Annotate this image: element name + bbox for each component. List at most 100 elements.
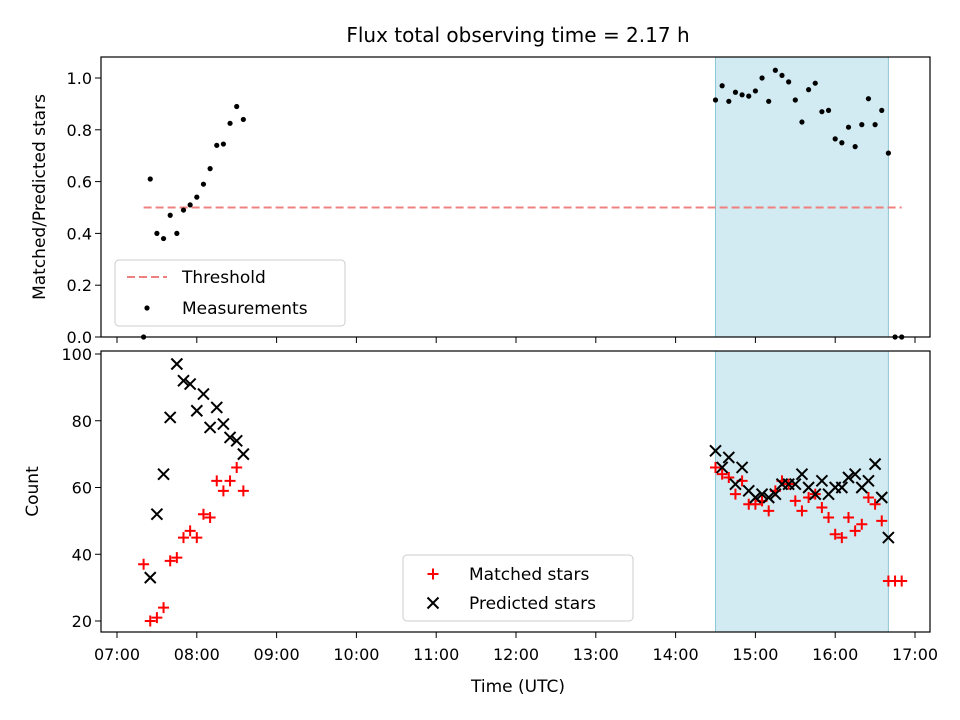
- predicted-star-point: [735, 461, 749, 474]
- matched-star-point: [158, 602, 170, 614]
- x-axis-label: Time (UTC): [470, 677, 565, 697]
- matched-star-point: [144, 615, 156, 627]
- legend-predicted-label: Predicted stars: [469, 594, 596, 614]
- matched-star-point: [723, 471, 735, 483]
- matched-star-point: [224, 475, 236, 487]
- matched-star-point: [710, 461, 721, 473]
- measurement-point: [865, 96, 872, 102]
- y-tick-label: 0.8: [67, 121, 92, 140]
- observing-shade-0: [715, 56, 889, 338]
- matched-star-point: [849, 525, 861, 537]
- matched-star-point: [178, 532, 189, 544]
- measurement-point: [214, 142, 220, 148]
- bottom-axes-frame: [100, 350, 931, 633]
- measurement-point: [147, 176, 153, 182]
- measurement-point: [872, 122, 878, 128]
- top-legend: Threshold Measurements: [114, 259, 346, 327]
- predicted-star-point: [210, 401, 223, 414]
- predicted-star-point: [868, 457, 882, 471]
- predicted-star-point: [170, 357, 184, 371]
- measurement-point: [240, 116, 246, 123]
- matched-star-point: [211, 475, 223, 487]
- bottom-panel: 20 40 60 80 100 07:00 08:00 09:00 10:00 11:00 12:0…: [23, 345, 938, 697]
- y-tick-label: 0.0: [67, 328, 92, 347]
- predicted-star-point: [842, 471, 855, 484]
- legend-predicted-swatch: [426, 596, 440, 610]
- legend-measurement-swatch: [144, 305, 150, 311]
- predicted-star-point: [749, 491, 762, 504]
- measurement-point: [160, 235, 167, 242]
- measurement-point: [207, 166, 213, 172]
- matched-star-point: [729, 488, 741, 500]
- measurement-point: [752, 88, 759, 94]
- predicted-star-point: [144, 571, 157, 584]
- matched-star-point: [231, 461, 243, 473]
- y-tick-label: 1.0: [67, 69, 92, 88]
- x-tick-label: 17:00: [892, 645, 938, 664]
- x-tick-label: 07:00: [94, 645, 140, 664]
- measurement-point: [819, 109, 825, 115]
- measurement-point: [732, 89, 739, 95]
- measurement-point: [167, 212, 173, 218]
- predicted-star-point: [862, 474, 875, 488]
- predicted-star-point: [709, 444, 722, 457]
- x-tick-label: 10:00: [333, 645, 379, 664]
- matched-star-point: [876, 515, 888, 527]
- measurement-point: [234, 103, 240, 110]
- matched-star-point: [856, 518, 868, 530]
- measurement-point: [825, 107, 832, 113]
- matched-star-point: [197, 508, 209, 520]
- y-tick-label: 0.2: [67, 276, 92, 295]
- measurement-point: [839, 140, 845, 146]
- y-tick-label: 40: [72, 545, 92, 564]
- predicted-star-point: [722, 451, 736, 464]
- observing-shade-1: [715, 350, 889, 633]
- predicted-star-point: [815, 474, 829, 488]
- matched-star-point: [829, 528, 841, 540]
- predicted-star-point: [163, 411, 177, 424]
- measurement-point: [719, 83, 725, 89]
- x-tick-label: 16:00: [812, 645, 858, 664]
- measurement-point: [792, 97, 798, 103]
- predicted-star-point: [150, 507, 164, 521]
- matched-star-point: [171, 552, 183, 564]
- matched-star-point: [191, 532, 203, 544]
- measurement-point: [799, 119, 805, 125]
- matched-star-point: [164, 555, 176, 567]
- y-tick-label: 0.6: [67, 173, 92, 192]
- measurement-point: [772, 67, 778, 73]
- measurement-point: [220, 141, 226, 147]
- matched-star-point: [836, 532, 848, 544]
- measurement-point: [885, 150, 892, 156]
- measurement-point: [194, 194, 200, 200]
- predicted-star-point: [875, 491, 888, 504]
- measurement-point: [812, 80, 818, 86]
- matched-star-point: [789, 495, 801, 507]
- measurement-point: [779, 72, 785, 79]
- y-axis-label: Count: [23, 466, 43, 517]
- predicted-star-point: [755, 487, 769, 501]
- y-tick-label: 0.4: [67, 224, 92, 243]
- matched-star-point: [138, 558, 150, 570]
- matched-star-point: [749, 498, 761, 510]
- matched-star-point: [217, 485, 229, 497]
- matched-star-point: [823, 512, 835, 524]
- measurement-point: [187, 202, 193, 208]
- x-tick-label: 15:00: [732, 645, 778, 664]
- y-axis-label: Matched/Predicted stars: [30, 94, 50, 300]
- measurement-point: [227, 120, 233, 126]
- predicted-star-point: [795, 467, 809, 481]
- x-tick-label: 14:00: [653, 645, 699, 664]
- matched-star-point: [204, 512, 216, 524]
- matched-star-point: [237, 485, 249, 497]
- measurement-point: [852, 144, 858, 150]
- matched-star-point: [843, 512, 854, 524]
- matched-star-point: [716, 468, 728, 480]
- predicted-star-point: [197, 387, 210, 401]
- measurement-point: [174, 230, 180, 236]
- y-tick-label: 100: [61, 345, 92, 364]
- predicted-star-point: [223, 431, 237, 444]
- top-axes-frame: [100, 56, 931, 338]
- bottom-legend: Matched stars Predicted stars: [402, 554, 634, 622]
- legend-threshold-label: Threshold: [181, 268, 266, 288]
